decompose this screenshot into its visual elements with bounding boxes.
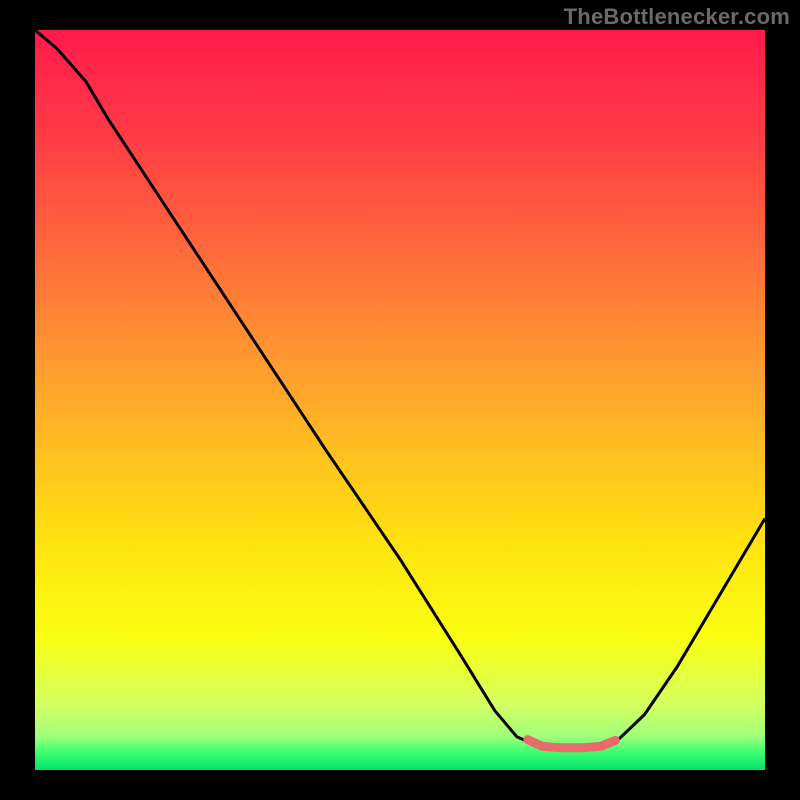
- chart-plot: [35, 30, 765, 770]
- chart-frame: TheBottlenecker.com: [0, 0, 800, 800]
- gradient-background: [35, 30, 765, 770]
- watermark-text: TheBottlenecker.com: [564, 4, 790, 30]
